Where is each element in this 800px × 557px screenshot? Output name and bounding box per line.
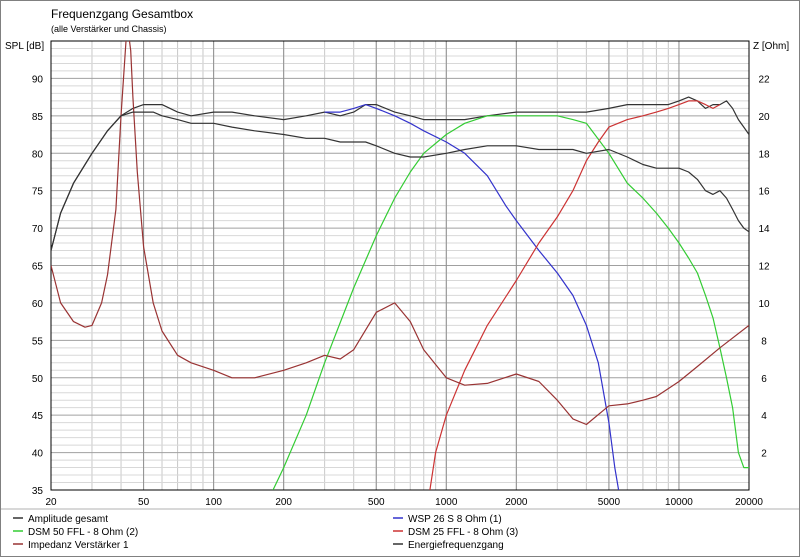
y-right-tick-label: 16 [758, 187, 770, 198]
series-line-1 [51, 96, 749, 251]
x-tick-label: 20 [45, 497, 57, 508]
series-line-4 [429, 100, 721, 490]
y-left-tick-label: 90 [32, 74, 44, 85]
x-tick-label: 200 [275, 497, 292, 508]
y-right-tick-label: 20 [758, 112, 770, 123]
x-tick-label: 1000 [435, 497, 458, 508]
y-right-tick-label: 2 [761, 449, 767, 460]
y-left-tick-label: 60 [32, 299, 44, 310]
y-right-tick-label: 10 [758, 299, 770, 310]
chart-subtitle: (alle Verstärker und Chassis) [51, 24, 167, 34]
chart-title: Frequenzgang Gesamtbox [51, 7, 193, 21]
legend-label: Impedanz Verstärker 1 [28, 540, 129, 551]
y-left-tick-label: 35 [32, 486, 44, 497]
x-tick-label: 500 [368, 497, 385, 508]
x-axis-ticks: 20 50 100 200 500 1000 2000 5000 10000 20000 [45, 497, 763, 508]
legend-label: DSM 25 FFL - 8 Ohm (3) [408, 527, 518, 538]
series-line-2 [324, 103, 620, 490]
x-tick-label: 50 [138, 497, 150, 508]
y-right-tick-label: 4 [761, 411, 767, 422]
y-axis-left-label: SPL [dB] [5, 41, 44, 52]
legend-label: Amplitude gesamt [28, 514, 108, 525]
x-tick-label: 5000 [598, 497, 621, 508]
y-right-tick-label: 18 [758, 149, 770, 160]
series-line-5 [51, 41, 749, 426]
y-left-tick-label: 75 [32, 187, 44, 198]
x-tick-label: 10000 [665, 497, 693, 508]
y-left-tick-label: 70 [32, 224, 44, 235]
legend-label: Energiefrequenzgang [408, 540, 504, 551]
series-line-6 [51, 111, 749, 251]
y-axis-right-ticks: 2 4 6 8 10 12 14 16 18 20 22 [758, 74, 770, 459]
y-right-tick-label: 14 [758, 224, 770, 235]
y-left-tick-label: 55 [32, 336, 44, 347]
x-tick-label: 20000 [735, 497, 763, 508]
y-right-tick-label: 8 [761, 336, 767, 347]
x-tick-label: 2000 [505, 497, 528, 508]
y-left-tick-label: 50 [32, 374, 44, 385]
y-left-tick-label: 40 [32, 449, 44, 460]
y-left-tick-label: 65 [32, 262, 44, 273]
y-right-tick-label: 12 [758, 262, 770, 273]
y-right-tick-label: 6 [761, 374, 767, 385]
y-axis-left-ticks: 35 40 45 50 55 60 65 70 75 80 85 90 [32, 74, 44, 497]
series-line-3 [272, 115, 749, 490]
series-lines [51, 41, 749, 490]
y-right-tick-label: 22 [758, 74, 770, 85]
legend: Amplitude gesamt WSP 26 S 8 Ohm (1) DSM 50… [13, 514, 518, 551]
y-left-tick-label: 85 [32, 112, 44, 123]
y-axis-right-label: Z [Ohm] [753, 41, 789, 52]
y-left-tick-label: 80 [32, 149, 44, 160]
legend-label: WSP 26 S 8 Ohm (1) [408, 514, 502, 525]
x-tick-label: 100 [205, 497, 222, 508]
legend-label: DSM 50 FFL - 8 Ohm (2) [28, 527, 138, 538]
y-left-tick-label: 45 [32, 411, 44, 422]
